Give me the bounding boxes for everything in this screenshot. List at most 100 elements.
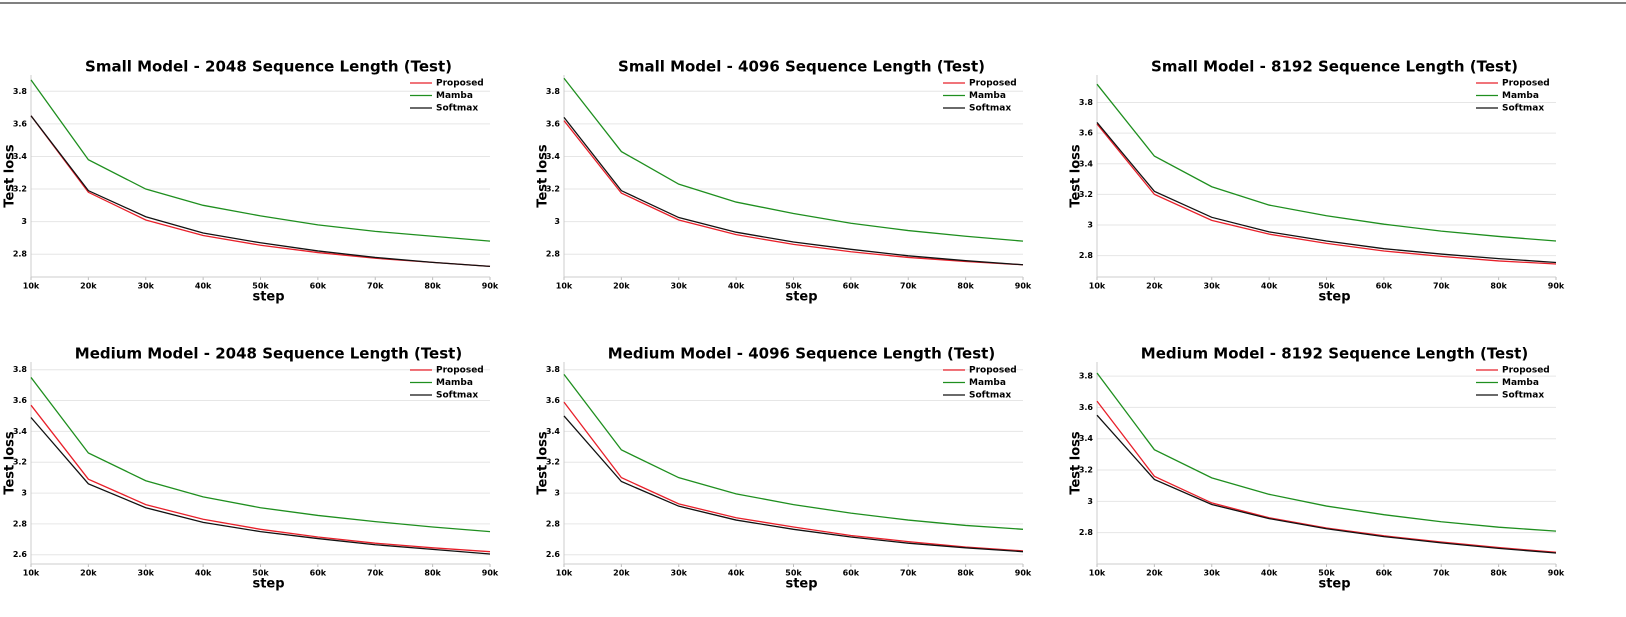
y-tick-label: 3.2	[546, 458, 560, 467]
chart-title: Small Model - 2048 Sequence Length (Test…	[85, 58, 452, 76]
legend-label: Softmax	[436, 391, 478, 401]
series-line	[563, 116, 1024, 266]
subplot: 2.6 2.8 3 3.2 3.4 3.6 3.8 10k 20k 30k 40k 50k 60k 70k…	[3, 345, 499, 592]
series-line	[1096, 83, 1557, 242]
y-tick-label: 3.2	[1079, 466, 1093, 475]
y-tick-label: 3.8	[13, 365, 28, 374]
series-line	[30, 417, 491, 555]
legend-label: Mamba	[969, 91, 1006, 101]
x-tick-label: 70k	[900, 569, 917, 578]
legend-label: Mamba	[436, 91, 473, 101]
subplot: 2.8 3 3.2 3.4 3.6 3.8 10k 20k 30k 40k 50k 60k 70k 80k…	[1069, 58, 1565, 305]
y-tick-label: 3.6	[13, 396, 28, 405]
legend-label: Softmax	[1502, 391, 1544, 401]
x-tick-label: 30k	[138, 569, 155, 578]
y-tick-label: 3.6	[1079, 403, 1094, 412]
x-tick-label: 90k	[1548, 282, 1565, 291]
chart-title: Medium Model - 2048 Sequence Length (Tes…	[75, 345, 462, 363]
legend-label: Mamba	[969, 378, 1006, 388]
y-axis-label: Test loss	[1069, 144, 1084, 208]
x-tick-label: 90k	[482, 569, 499, 578]
y-tick-label: 2.8	[1079, 251, 1094, 260]
x-tick-label: 90k	[482, 282, 499, 291]
x-tick-label: 60k	[310, 282, 327, 291]
y-tick-label: 3.4	[546, 152, 561, 161]
series-line	[1096, 122, 1557, 264]
legend-label: Proposed	[969, 79, 1017, 89]
x-tick-label: 30k	[1204, 282, 1221, 291]
x-tick-label: 80k	[1490, 569, 1507, 578]
x-tick-label: 40k	[195, 569, 212, 578]
x-tick-label: 30k	[138, 282, 155, 291]
y-tick-label: 3.8	[1079, 98, 1094, 107]
legend-label: Mamba	[436, 378, 473, 388]
legend-label: Softmax	[1502, 104, 1544, 114]
y-tick-label: 2.8	[546, 250, 561, 259]
x-tick-label: 80k	[957, 569, 974, 578]
y-axis-label: Test loss	[536, 144, 551, 208]
legend-label: Softmax	[969, 104, 1011, 114]
legend-label: Softmax	[969, 391, 1011, 401]
y-tick-label: 3.6	[546, 119, 561, 128]
x-tick-label: 10k	[1089, 569, 1106, 578]
x-tick-label: 10k	[556, 569, 573, 578]
x-tick-label: 40k	[728, 569, 745, 578]
series-line	[563, 373, 1024, 530]
x-axis-label: step	[785, 290, 817, 305]
series-line	[30, 404, 491, 553]
legend-label: Softmax	[436, 104, 478, 114]
legend-label: Proposed	[969, 366, 1017, 376]
x-tick-label: 30k	[671, 569, 688, 578]
y-tick-label: 3.4	[1079, 159, 1094, 168]
y-tick-label: 3.6	[1079, 129, 1094, 138]
x-tick-label: 40k	[1261, 282, 1278, 291]
x-tick-label: 20k	[80, 282, 97, 291]
legend-label: Mamba	[1502, 378, 1539, 388]
series-line	[563, 77, 1024, 242]
y-tick-label: 3	[1087, 497, 1093, 506]
y-tick-label: 3.8	[546, 365, 561, 374]
legend-label: Proposed	[436, 366, 484, 376]
y-tick-label: 3	[554, 217, 560, 226]
x-axis-label: step	[252, 577, 284, 592]
x-tick-label: 90k	[1015, 569, 1032, 578]
series-line	[1096, 400, 1557, 553]
x-tick-label: 90k	[1548, 569, 1565, 578]
x-tick-label: 30k	[1204, 569, 1221, 578]
y-axis-label: Test loss	[3, 144, 18, 208]
x-tick-label: 40k	[195, 282, 212, 291]
y-axis-label: Test loss	[3, 431, 18, 495]
series-line	[30, 115, 491, 268]
x-tick-label: 80k	[424, 282, 441, 291]
y-tick-label: 3.8	[13, 87, 28, 96]
subplot: 2.8 3 3.2 3.4 3.6 3.8 10k 20k 30k 40k 50k 60k 70k 80k…	[536, 58, 1032, 305]
x-tick-label: 70k	[900, 282, 917, 291]
series-line	[30, 115, 491, 268]
y-tick-label: 3.8	[1079, 372, 1094, 381]
x-tick-label: 50k	[1318, 569, 1335, 578]
chart-title: Medium Model - 8192 Sequence Length (Tes…	[1141, 345, 1528, 363]
y-tick-label: 3.6	[546, 396, 561, 405]
x-tick-label: 10k	[556, 282, 573, 291]
x-tick-label: 60k	[310, 569, 327, 578]
x-tick-label: 30k	[671, 282, 688, 291]
x-tick-label: 40k	[728, 282, 745, 291]
y-tick-label: 2.8	[13, 519, 28, 528]
chart-title: Medium Model - 4096 Sequence Length (Tes…	[608, 345, 995, 363]
x-axis-label: step	[1318, 577, 1350, 592]
x-tick-label: 10k	[23, 569, 40, 578]
y-tick-label: 3	[1087, 220, 1093, 229]
x-tick-label: 20k	[80, 569, 97, 578]
x-tick-label: 70k	[1433, 282, 1450, 291]
x-tick-label: 50k	[252, 569, 269, 578]
subplot: 2.8 3 3.2 3.4 3.6 3.8 10k 20k 30k 40k 50k 60k 70k 80k…	[1069, 345, 1565, 592]
y-tick-label: 3.4	[1079, 434, 1094, 443]
y-axis-label: Test loss	[1069, 431, 1084, 495]
y-tick-label: 3.2	[13, 458, 27, 467]
x-tick-label: 50k	[785, 569, 802, 578]
x-tick-label: 60k	[843, 569, 860, 578]
chart-title: Small Model - 4096 Sequence Length (Test…	[618, 58, 985, 76]
y-tick-label: 3.8	[546, 87, 561, 96]
legend-label: Proposed	[436, 79, 484, 89]
